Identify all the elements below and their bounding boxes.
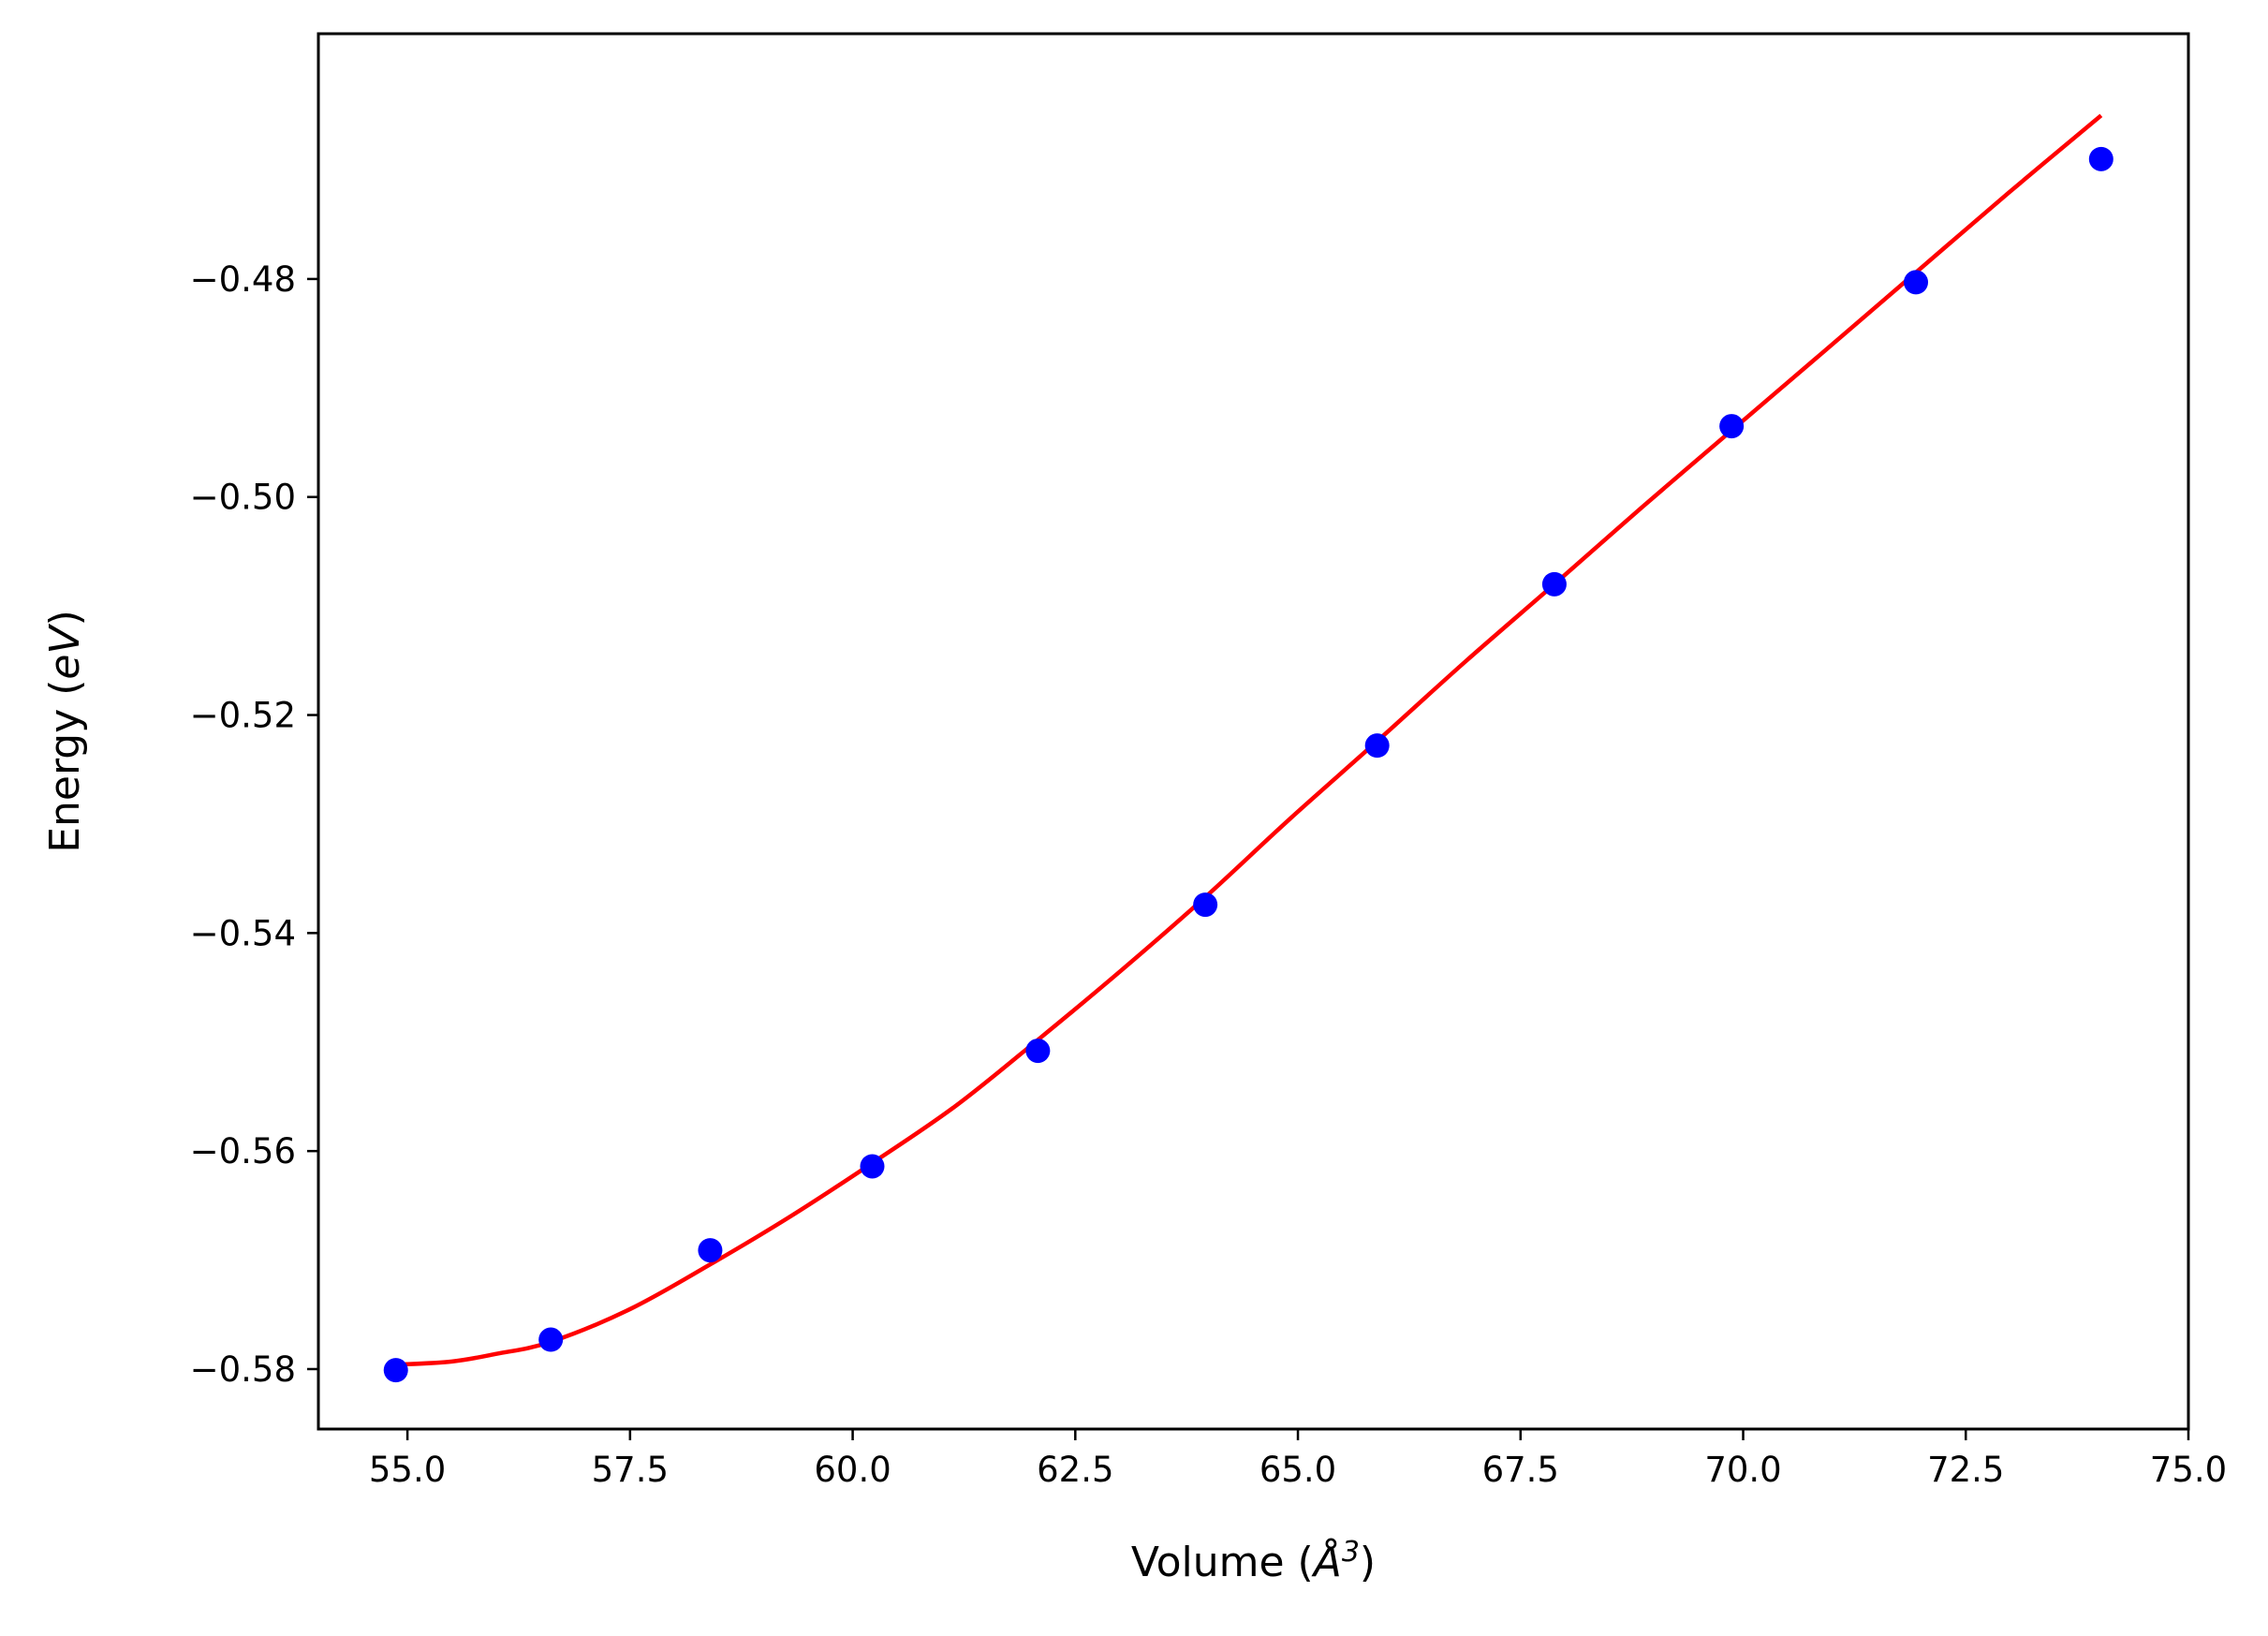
y-tick-label: −0.58	[190, 1349, 296, 1390]
x-axis-ticks: 55.0 57.5 60.0 62.5 65.0 67.5 70.0 72.5 75.0	[369, 1429, 2227, 1490]
x-tick-label: 57.5	[592, 1450, 669, 1490]
x-tick-label: 67.5	[1482, 1450, 1559, 1490]
y-tick-label: −0.50	[190, 478, 296, 518]
x-tick-label: 70.0	[1704, 1450, 1781, 1490]
x-tick-label: 72.5	[1927, 1450, 2004, 1490]
x-tick-label: 65.0	[1259, 1450, 1336, 1490]
data-point	[1541, 571, 1567, 597]
y-tick-label: −0.48	[190, 259, 296, 300]
data-point	[860, 1154, 885, 1179]
y-tick-label: −0.52	[190, 696, 296, 736]
data-point	[383, 1358, 408, 1383]
x-tick-label: 62.5	[1037, 1450, 1113, 1490]
fit-curve	[395, 113, 2103, 1367]
data-point	[538, 1327, 564, 1352]
x-tick-label: 55.0	[369, 1450, 446, 1490]
plot-frame	[317, 32, 2190, 1431]
data-point	[698, 1238, 723, 1263]
data-point	[2088, 146, 2113, 171]
data-point	[1193, 892, 1218, 918]
data-point	[1904, 270, 1929, 295]
data-point	[1025, 1039, 1051, 1064]
x-axis-label: Volume (Å3)	[1131, 1536, 1376, 1586]
y-tick-label: −0.54	[190, 913, 296, 953]
y-tick-label: −0.56	[190, 1131, 296, 1172]
data-point	[1364, 733, 1390, 759]
fit-curve-layer	[395, 113, 2103, 1367]
y-axis-label: Energy (eV)	[41, 610, 89, 853]
data-point	[1719, 414, 1745, 439]
x-tick-label: 75.0	[2150, 1450, 2227, 1490]
y-axis-ticks: −0.58 −0.56 −0.54 −0.52 −0.50 −0.48	[190, 259, 318, 1390]
x-tick-label: 60.0	[814, 1450, 891, 1490]
data-points-layer	[383, 146, 2113, 1383]
